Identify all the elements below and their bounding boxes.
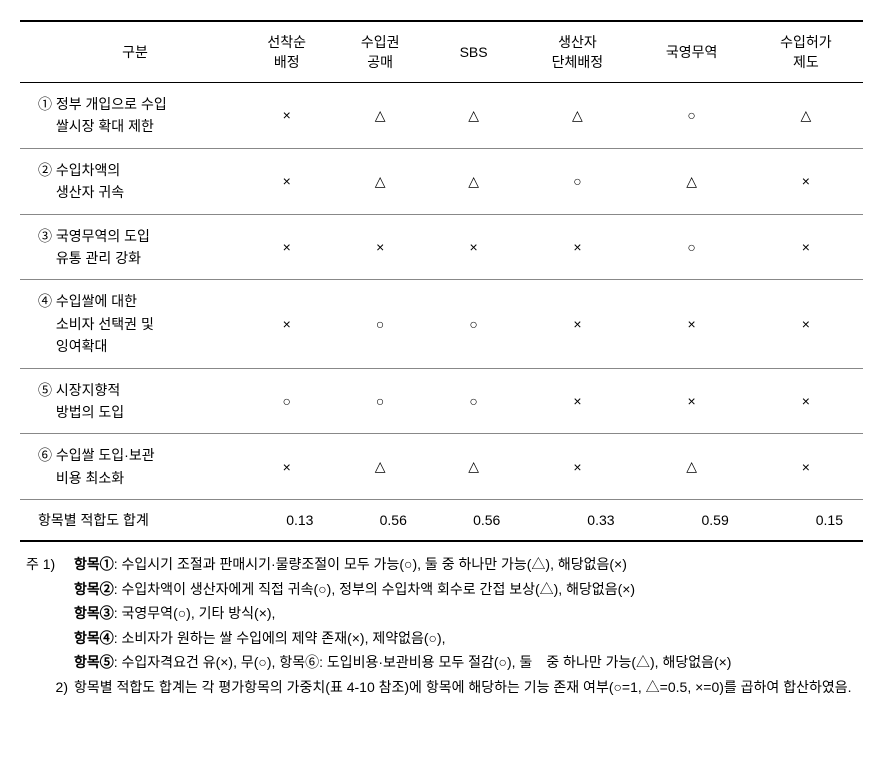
note-item-label: 항목① [74,556,114,572]
note-2: 2) 항목별 적합도 합계는 각 평가항목의 가중치(표 4-10 참조)에 항… [26,675,863,700]
header-col1: 선착순배정 [240,21,333,83]
cell: △ [333,148,426,214]
cell: × [749,148,863,214]
note-body: 항목⑤: 수입자격요건 유(×), 무(○), 항목⑥: 도입비용·보관비용 모… [74,650,863,675]
table-row: ⑤ 시장지향적 방법의 도입 ○ ○ ○ × × × [20,368,863,434]
table-row: ⑥ 수입쌀 도입·보관 비용 최소화 × △ △ × △ × [20,434,863,500]
cell: × [749,368,863,434]
cell: × [520,368,634,434]
totals-value: 0.56 [333,500,426,542]
note-body: 항목②: 수입차액이 생산자에게 직접 귀속(○), 정부의 수입차액 회수로 … [74,577,863,602]
header-category: 구분 [20,21,240,83]
cell: △ [635,434,749,500]
header-col3: SBS [427,21,520,83]
note-body: 항목④: 소비자가 원하는 쌀 수입에의 제약 존재(×), 제약없음(○), [74,626,863,651]
table-header-row: 구분 선착순배정 수입권공매 SBS 생산자단체배정 국영무역 수입허가제도 [20,21,863,83]
cell: × [749,280,863,368]
table-row: ① 정부 개입으로 수입 쌀시장 확대 제한 × △ △ △ ○ △ [20,83,863,149]
row-label-2: ② 수입차액의 생산자 귀속 [20,148,240,214]
totals-value: 0.33 [520,500,634,542]
note-prefix-2: 2) [26,675,74,700]
row-label-3: ③ 국영무역의 도입 유통 관리 강화 [20,214,240,280]
note-body: 항목③: 국영무역(○), 기타 방식(×), [74,601,863,626]
cell: × [749,434,863,500]
row-label-1: ① 정부 개입으로 수입 쌀시장 확대 제한 [20,83,240,149]
note-1-item3: 항목③: 국영무역(○), 기타 방식(×), [26,601,863,626]
note-body: 항목①: 수입시기 조절과 판매시기·물량조절이 모두 가능(○), 둘 중 하… [74,552,863,577]
cell: × [240,148,333,214]
cell: △ [520,83,634,149]
cell: × [635,368,749,434]
footnotes: 주 1) 항목①: 수입시기 조절과 판매시기·물량조절이 모두 가능(○), … [20,552,863,699]
note-item-text: : 수입차액이 생산자에게 직접 귀속(○), 정부의 수입차액 회수로 간접 … [114,581,635,597]
cell: △ [635,148,749,214]
note-item-label: 항목③ [74,605,114,621]
cell: × [427,214,520,280]
document-container: 구분 선착순배정 수입권공매 SBS 생산자단체배정 국영무역 수입허가제도 ①… [20,20,863,699]
evaluation-table: 구분 선착순배정 수입권공매 SBS 생산자단체배정 국영무역 수입허가제도 ①… [20,20,863,542]
totals-value: 0.13 [240,500,333,542]
cell: × [520,434,634,500]
cell: × [240,280,333,368]
note-item-text: : 국영무역(○), 기타 방식(×), [114,605,276,621]
totals-value: 0.15 [749,500,863,542]
note-prefix-1: 주 1) [26,552,74,577]
table-row: ④ 수입쌀에 대한 소비자 선택권 및 잉여확대 × ○ ○ × × × [20,280,863,368]
cell: × [240,83,333,149]
row-label-5: ⑤ 시장지향적 방법의 도입 [20,368,240,434]
cell: ○ [635,83,749,149]
header-col4: 생산자단체배정 [520,21,634,83]
row-label-4: ④ 수입쌀에 대한 소비자 선택권 및 잉여확대 [20,280,240,368]
cell: △ [427,83,520,149]
note-1-item2: 항목②: 수입차액이 생산자에게 직접 귀속(○), 정부의 수입차액 회수로 … [26,577,863,602]
cell: × [749,214,863,280]
note-item-label: 항목② [74,581,114,597]
note-1-item5: 항목⑤: 수입자격요건 유(×), 무(○), 항목⑥: 도입비용·보관비용 모… [26,650,863,675]
note-1-item1: 주 1) 항목①: 수입시기 조절과 판매시기·물량조절이 모두 가능(○), … [26,552,863,577]
table-row: ③ 국영무역의 도입 유통 관리 강화 × × × × ○ × [20,214,863,280]
cell: ○ [427,280,520,368]
table-row: ② 수입차액의 생산자 귀속 × △ △ ○ △ × [20,148,863,214]
cell: ○ [427,368,520,434]
header-col6: 수입허가제도 [749,21,863,83]
cell: × [520,280,634,368]
totals-row: 항목별 적합도 합계 0.13 0.56 0.56 0.33 0.59 0.15 [20,500,863,542]
header-col2: 수입권공매 [333,21,426,83]
note-item-text: : 수입시기 조절과 판매시기·물량조절이 모두 가능(○), 둘 중 하나만 … [114,556,627,572]
header-col5: 국영무역 [635,21,749,83]
note-item-label: 항목④ [74,630,114,646]
note-item-text: : 수입자격요건 유(×), 무(○), 항목⑥: 도입비용·보관비용 모두 절… [114,654,732,670]
note-2-text: 항목별 적합도 합계는 각 평가항목의 가중치(표 4-10 참조)에 항목에 … [74,675,863,700]
note-1-item4: 항목④: 소비자가 원하는 쌀 수입에의 제약 존재(×), 제약없음(○), [26,626,863,651]
cell: × [635,280,749,368]
note-item-label: 항목⑤ [74,654,114,670]
row-label-6: ⑥ 수입쌀 도입·보관 비용 최소화 [20,434,240,500]
cell: △ [427,148,520,214]
cell: × [240,434,333,500]
cell: ○ [520,148,634,214]
cell: △ [333,83,426,149]
cell: ○ [333,280,426,368]
note-item-text: : 소비자가 원하는 쌀 수입에의 제약 존재(×), 제약없음(○), [114,630,446,646]
totals-label: 항목별 적합도 합계 [20,500,240,542]
cell: △ [333,434,426,500]
totals-value: 0.56 [427,500,520,542]
table-body: ① 정부 개입으로 수입 쌀시장 확대 제한 × △ △ △ ○ △ ② 수입차… [20,83,863,542]
totals-value: 0.59 [635,500,749,542]
cell: ○ [333,368,426,434]
cell: × [240,214,333,280]
cell: △ [427,434,520,500]
cell: △ [749,83,863,149]
cell: ○ [240,368,333,434]
cell: × [333,214,426,280]
cell: × [520,214,634,280]
cell: ○ [635,214,749,280]
